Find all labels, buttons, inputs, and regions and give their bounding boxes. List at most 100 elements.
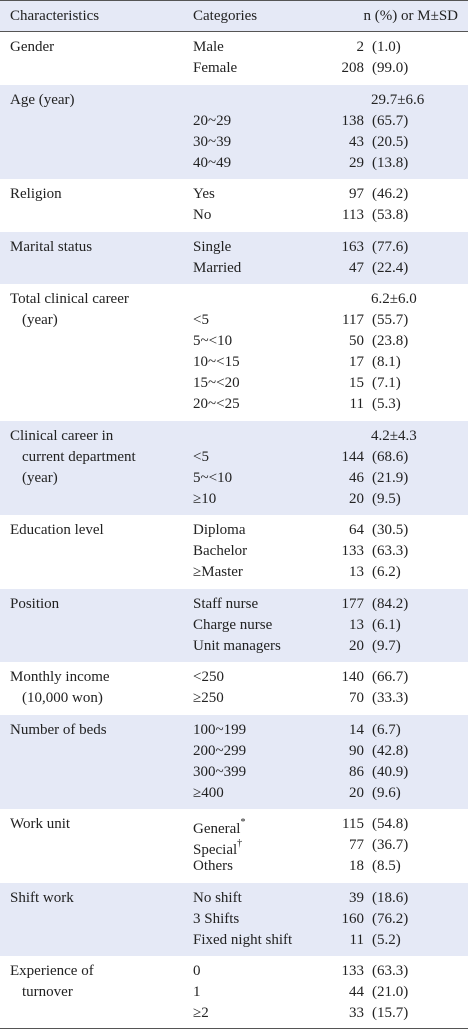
row-group: Gender Male 2 (1.0) Female 208 (99.0) [0,32,468,85]
category: Married [193,259,242,276]
table-row: 300~399 86 (40.9) [0,762,468,783]
category: 0 [193,963,201,979]
category: ≥2 [193,1005,209,1021]
characteristic-line: Religion [10,186,62,202]
characteristic: Work unit [10,814,70,835]
characteristic: Gender [10,37,54,58]
table-row: ≥10 20 (9.5) [0,489,468,510]
category-cell: General* [193,814,245,840]
category-cell: 40~49 [193,153,231,174]
count: 46 [349,469,364,486]
category-cell: Unit managers [193,636,281,657]
count: 208 [341,60,365,76]
category: 200~299 [193,742,247,759]
table-row: 20~<25 11 (5.3) [0,394,468,415]
category: ≥Master [193,564,243,580]
row-group: Experience of turnover 0 133 (63.3) 1 44 (21.0)… [0,956,468,1029]
percent: (76.2) [372,910,409,927]
count: 2 [356,39,365,55]
category: 40~49 [193,154,232,171]
category-cell: 15~<20 [193,373,240,394]
category-cell: 1 [193,982,201,1003]
category: Unit managers [193,637,281,654]
category: Charge nurse [193,616,273,633]
percent: (68.6) [372,448,409,465]
percent: (99.0) [372,60,409,76]
table-row: Single 163 (77.6) [0,237,468,258]
characteristic-line: Clinical career in [10,427,114,444]
characteristic-line: (year) [22,312,58,328]
table-row: <5 117 (55.7) [0,310,468,331]
characteristic-line: Monthly income [10,669,110,685]
percent: (6.2) [372,564,401,580]
percent: (30.5) [372,522,409,538]
percent: (6.1) [372,616,401,633]
table-row: <250 140 (66.7) [0,667,468,688]
category: 20~29 [193,112,232,129]
percent: (9.7) [372,637,401,654]
category: 30~39 [193,133,232,150]
table-row: Charge nurse 13 (6.1) [0,615,468,636]
count: 138 [341,112,365,129]
percent: (13.8) [372,154,409,171]
category-cell: <5 [193,447,209,468]
row-group: Position Staff nurse 177 (84.2) Charge nurse… [0,588,468,662]
table-row: 3 Shifts 160 (76.2) [0,909,468,930]
percent: (65.7) [372,112,409,129]
category-cell: 30~39 [193,132,231,153]
row-group: Work unit General* 115 (54.8) Special† 77 (36.… [0,809,468,883]
table-row: Yes 97 (46.2) [0,184,468,205]
percent: (55.7) [372,312,409,328]
table-row: No shift 39 (18.6) [0,888,468,909]
count: 163 [341,238,365,255]
category-cell: 100~199 [193,720,246,741]
category-cell: Diploma [193,520,246,541]
category-cell: 5~<10 [193,468,232,489]
category: 15~<20 [193,375,240,391]
table-row: Married 47 (22.4) [0,258,468,279]
count: 86 [349,763,364,780]
characteristic: Position [10,594,59,615]
category: ≥400 [193,784,224,801]
table-row: Female 208 (99.0) [0,58,468,79]
table-row: 100~199 14 (6.7) [0,720,468,741]
category: Diploma [193,522,246,538]
category: Yes [193,186,215,202]
count: 133 [341,963,365,979]
percent: (22.4) [372,259,409,276]
percent: (63.3) [372,543,409,559]
category-cell: <250 [193,667,224,688]
table-row: 6.2±6.0 [0,289,468,310]
characteristic: Marital status [10,237,92,258]
characteristic-line: (year) [22,469,58,486]
table-row: No 113 (53.8) [0,205,468,226]
table-row: Others 18 (8.5) [0,856,468,877]
characteristic-line: Shift work [10,889,74,906]
table-row: Diploma 64 (30.5) [0,520,468,541]
percent: (21.0) [372,984,409,1000]
category: 1 [193,984,201,1000]
percent: (53.8) [372,207,409,223]
table-row: 30~39 43 (20.5) [0,132,468,153]
percent: (18.6) [372,889,409,906]
category-cell: 3 Shifts [193,909,239,930]
percent: (8.5) [372,858,401,874]
table-row: ≥2 33 (15.7) [0,1003,468,1024]
category: General [193,821,241,837]
characteristic-line: Total clinical career [10,291,129,307]
category: 10~<15 [193,354,240,370]
table-row: 5~<10 50 (23.8) [0,331,468,352]
count: 117 [342,312,364,328]
category-cell: Single [193,237,231,258]
count: 39 [349,889,364,906]
characteristic: Education level [10,520,104,541]
category-cell: Charge nurse [193,615,272,636]
category-cell: Special† [193,835,242,861]
percent: (66.7) [372,669,409,685]
category-cell: 10~<15 [193,352,240,373]
count: 43 [349,133,364,150]
table-row: <5 144 (68.6) [0,447,468,468]
count: 33 [349,1005,364,1021]
category-cell: 20~29 [193,111,231,132]
characteristic-line: Age (year) [10,91,75,108]
